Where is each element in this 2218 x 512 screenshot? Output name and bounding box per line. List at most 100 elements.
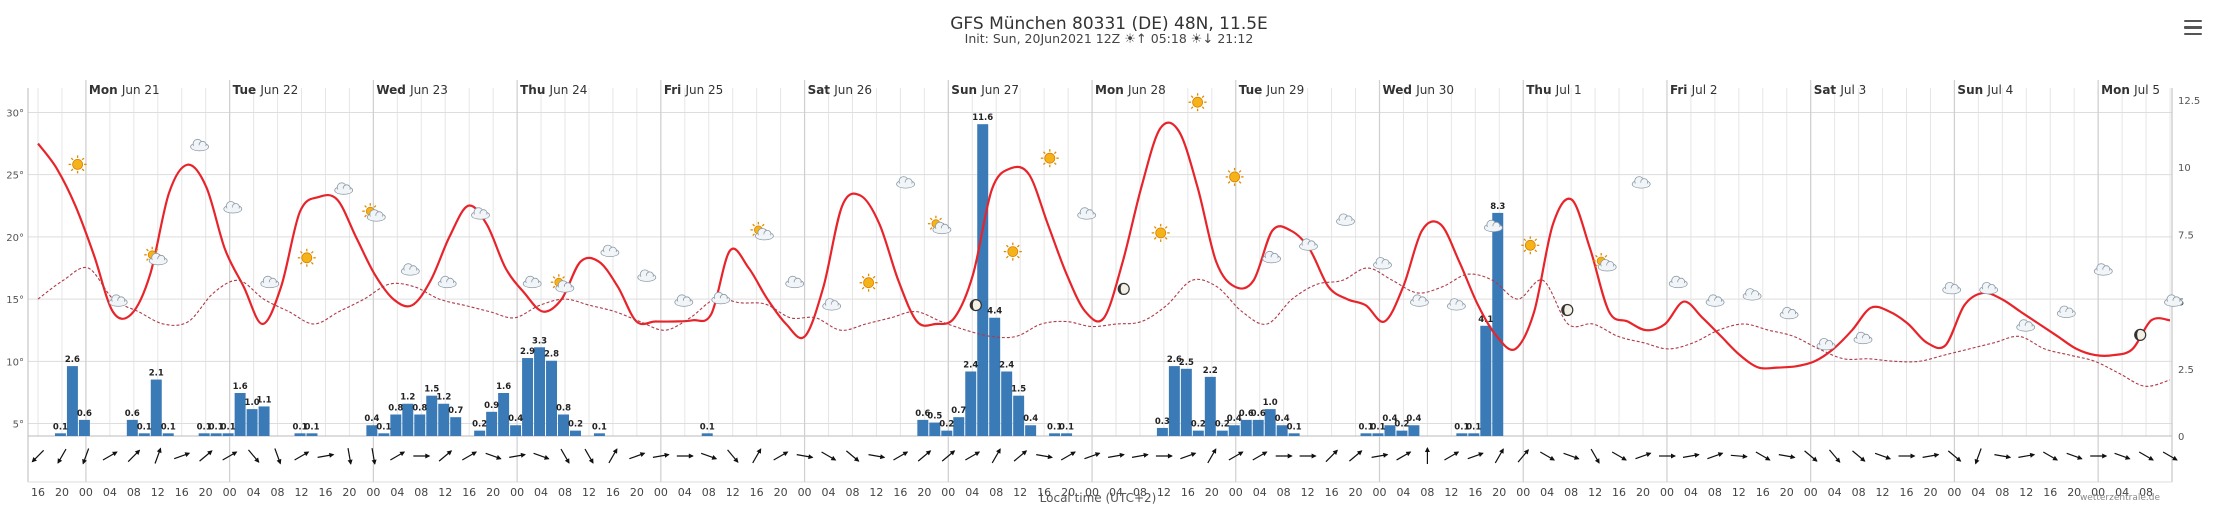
wind-arrow [1994,454,2012,460]
wind-head [329,452,335,458]
partly-weather-icon [750,221,774,241]
x-tick-label: 08 [989,486,1003,499]
day-label: Wed Jun 23 [376,83,448,97]
x-tick-label: 16 [31,486,45,499]
sun-ray [373,205,377,208]
sun-ray [861,286,865,290]
wind-head [1860,456,1866,462]
wind-head [1934,452,1940,458]
sun-ray [1190,95,1194,99]
wind-head [425,453,431,459]
precip-bar [486,411,498,436]
precip-label: 2.6 [65,355,80,365]
precip-bar [54,433,66,436]
cloud-fill [2095,269,2112,275]
x-tick-label: 16 [1325,486,1339,499]
wind-head [949,450,956,456]
wind-arrow [173,452,191,460]
wind-arrow [752,448,762,464]
x-tick-label: 04 [2115,486,2129,499]
x-tick-label: 04 [1971,486,1985,499]
x-tick-label: 00 [2091,486,2105,499]
sun-weather-icon [68,155,87,174]
precip-bar [78,419,90,436]
precip-bar [378,433,390,436]
wind-arrow [1348,450,1363,462]
precip-label: 2.1 [149,369,164,379]
day-label: Mon Jun 21 [89,83,160,97]
precip-label: 0.4 [1382,414,1397,424]
cloud-fill [2017,325,2034,331]
wind-arrow [1228,451,1244,461]
cloud-weather-icon [1373,257,1392,270]
moon-shadow [2134,329,2141,341]
wind-arrow [509,452,526,458]
hamburger-menu-icon[interactable] [2184,20,2202,36]
wind-arrow [461,451,477,461]
x-tick-label: 20 [199,486,213,499]
precip-label: 2.2 [1203,366,1218,376]
wind-arrow [1922,452,1940,458]
init-text: Init: Sun, 20Jun2021 12Z [964,31,1121,46]
precip-label: 0.8 [388,403,403,413]
wind-head [303,451,310,457]
wind-head [184,452,191,457]
wind-head [1523,449,1529,455]
dewpoint-line [37,266,2171,387]
cloud-fill [1633,182,1650,188]
cloud-weather-icon [437,275,457,289]
sun-ray [299,261,303,265]
wind-arrow [1084,452,1101,460]
cloud-fill [1980,288,1997,294]
precip-label: 0.9 [484,401,499,411]
precip-bar [1001,371,1013,436]
precip-label: 0.4 [508,414,523,424]
wind-arrow [1180,452,1197,460]
cloud-fill [1670,282,1687,288]
precip-bar [402,403,414,436]
sun-ray [1164,237,1168,240]
wind-head [974,451,981,457]
sun-ray [929,217,933,221]
y-tick-right: 12.5 [2178,96,2200,107]
cloud-weather-icon [896,176,915,189]
wind-arrow [390,451,406,461]
wind-head [733,457,739,463]
cloud-weather-icon [108,294,128,307]
wind-arrow [796,454,814,460]
wind-head [1094,452,1101,457]
wind-arrow [727,449,739,463]
cloud-weather-icon [637,269,657,282]
sun-ray [1201,106,1205,110]
x-tick-label: 00 [798,486,812,499]
x-tick-label: 12 [1157,486,1171,499]
precip-label: 0.1 [304,422,319,432]
precip-label: 11.6 [972,113,993,123]
sun-ray [1534,249,1538,253]
precip-label: 0.2 [568,420,583,430]
wind-arrow [941,450,956,462]
precip-bar [1480,325,1492,436]
precip-label: 8.3 [1490,202,1505,212]
cloud-weather-icon [2056,305,2076,318]
moon-weather-icon [2134,328,2147,341]
sun-ray [1595,264,1598,268]
cloud-weather-icon [1410,294,1429,307]
precip-bar [1384,425,1396,436]
wind-head [1356,450,1363,456]
x-tick-label: 04 [1253,486,1267,499]
sun-ray [752,223,755,227]
y-tick-right: 0 [2178,432,2184,443]
x-tick-label: 08 [1852,486,1866,499]
precip-label: 0.6 [1251,409,1266,419]
x-tick-label: 16 [1037,486,1051,499]
wind-head [399,451,406,457]
x-tick-label: 16 [1900,486,1914,499]
precip-bar [953,417,965,436]
cloud-fill [601,251,618,257]
wind-head [639,452,646,457]
x-tick-label: 12 [726,486,740,499]
wind-head [1383,452,1389,458]
sun-ray [364,205,367,208]
precip-label: 0.5 [927,412,942,422]
